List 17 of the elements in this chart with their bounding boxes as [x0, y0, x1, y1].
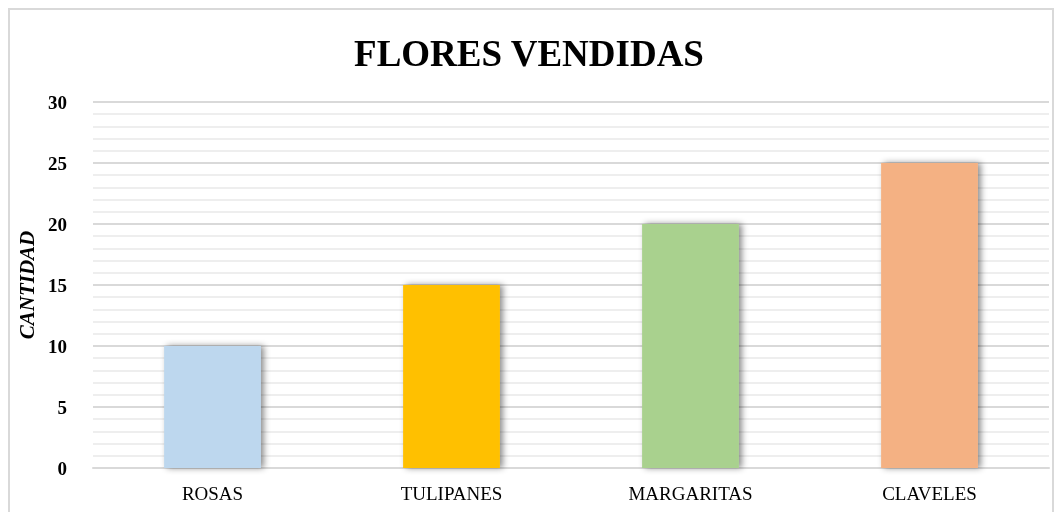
y-axis-title: CANTIDAD — [14, 230, 39, 340]
y-tick-label: 25 — [48, 152, 67, 174]
x-tick-label: CLAVELES — [882, 483, 977, 504]
chart-title: FLORES VENDIDAS — [354, 33, 704, 74]
y-tick-label: 0 — [57, 457, 67, 479]
y-tick-label: 20 — [48, 213, 67, 235]
bar — [164, 346, 261, 468]
x-tick-label: MARGARITAS — [628, 483, 753, 504]
y-tick-label: 15 — [48, 274, 67, 296]
bar — [642, 224, 739, 468]
x-tick-label: ROSAS — [181, 483, 244, 504]
y-tick-label: 30 — [48, 91, 67, 113]
x-tick-label: TULIPANES — [400, 483, 503, 504]
y-tick-label: 10 — [48, 335, 67, 357]
bar — [881, 163, 978, 468]
bar — [403, 285, 500, 468]
y-tick-label: 5 — [57, 396, 67, 418]
